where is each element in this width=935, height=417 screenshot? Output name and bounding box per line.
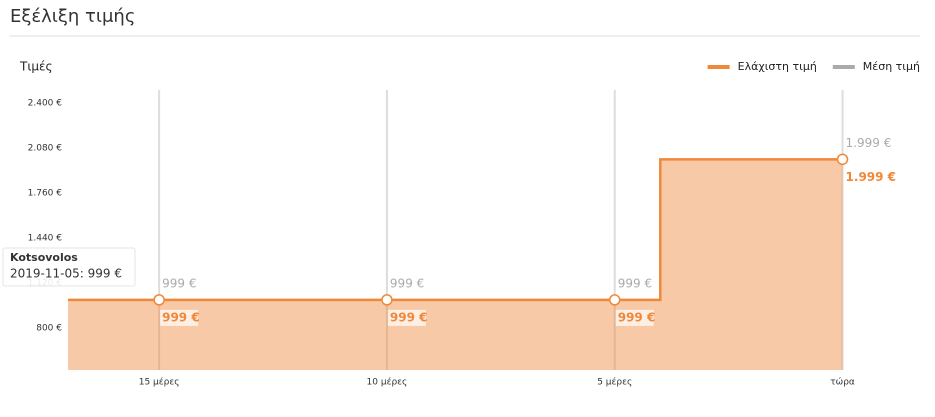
y-tick-label: 1.760 € (28, 188, 63, 198)
y-tick-label: 800 € (36, 323, 62, 333)
x-tick-label: 10 μέρες (367, 377, 408, 388)
y-tick-label: 2.400 € (28, 99, 63, 109)
y-tick-label: 1.440 € (28, 233, 63, 243)
point (153, 294, 165, 306)
area (68, 159, 843, 370)
chart-title: Εξέλιξη τιμής (10, 6, 135, 27)
legend-label: Μέση τιμή (863, 60, 920, 73)
value-label: 999 € (390, 310, 428, 324)
value-label: 999 € (618, 276, 652, 290)
x-tick-label: τώρα (830, 377, 855, 388)
legend-label: Ελάχιστη τιμή (738, 60, 817, 73)
tooltip: Kotsovolos 2019-11-05: 999 € (2, 247, 136, 287)
y-tick-label: 2.080 € (28, 143, 63, 153)
label-bg (160, 309, 199, 326)
tooltip-title: Kotsovolos (10, 251, 78, 264)
value-label: 999 € (618, 310, 656, 324)
tooltip-text: 2019-11-05: 999 € (10, 267, 122, 281)
point (608, 294, 621, 306)
y-axis-label: Τιμές (19, 60, 53, 74)
label-bg (387, 309, 426, 326)
point (381, 294, 393, 306)
label-bg (843, 169, 882, 186)
value-label: 1.999 € (846, 136, 892, 150)
label-bg (615, 309, 654, 326)
point (836, 153, 849, 166)
value-label: 999 € (390, 276, 424, 290)
x-tick-label: 5 μέρες (597, 377, 632, 388)
x-tick-label: 15 μέρες (139, 377, 180, 388)
value-label: 999 € (162, 310, 200, 324)
value-label: 1.999 € (846, 170, 896, 184)
tooltip-box (2, 247, 136, 287)
value-label: 999 € (162, 276, 196, 290)
